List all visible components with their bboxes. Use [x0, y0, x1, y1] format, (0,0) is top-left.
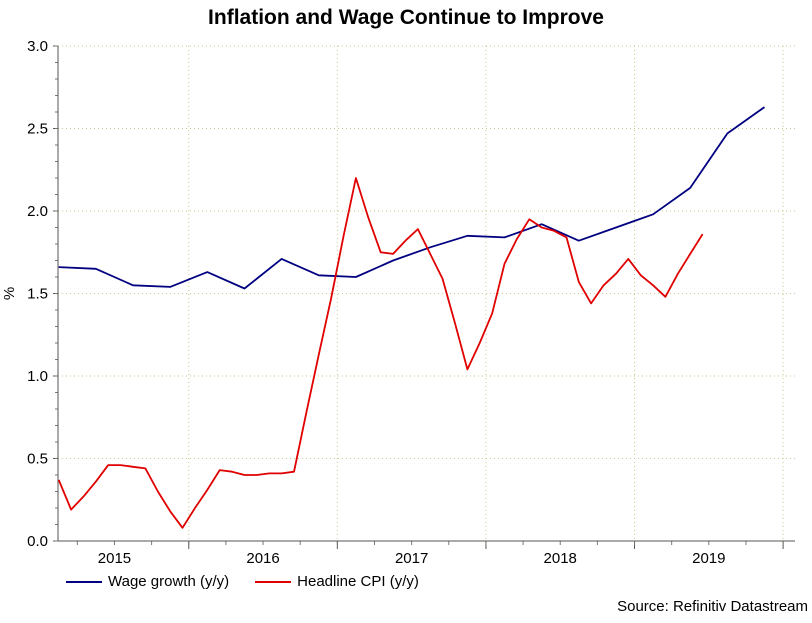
legend-swatch-wage-growth — [66, 580, 102, 583]
legend-item-wage-growth: Wage growth (y/y) — [66, 573, 229, 590]
series-line-headline-cpi — [57, 177, 704, 529]
legend-item-headline-cpi: Headline CPI (y/y) — [255, 573, 419, 590]
legend: Wage growth (y/y) Headline CPI (y/y) — [66, 573, 445, 590]
legend-label-wage-growth: Wage growth (y/y) — [108, 573, 230, 590]
y-tick-label: 0.5 — [27, 451, 48, 468]
y-axis-label: % — [1, 287, 18, 300]
legend-swatch-headline-cpi — [255, 580, 292, 583]
x-tick-label: 2017 — [395, 550, 428, 567]
y-tick-label: 3.0 — [27, 38, 48, 55]
axes — [53, 45, 795, 549]
x-tick-label: 2016 — [246, 550, 279, 567]
legend-label-headline-cpi: Headline CPI (y/y) — [297, 573, 419, 590]
grid-lines — [58, 45, 795, 541]
series-line-wage-growth — [58, 106, 766, 290]
y-tick-label: 1.5 — [27, 286, 48, 303]
x-tick-label: 2019 — [692, 550, 725, 567]
y-tick-label: 0.0 — [27, 533, 48, 550]
series-lines — [57, 106, 766, 529]
source-note: Source: Refinitiv Datastream — [617, 598, 808, 615]
chart-title: Inflation and Wage Continue to Improve — [208, 6, 604, 29]
x-tick-label: 2015 — [98, 550, 131, 567]
axis-labels: 0.0 0.5 1.0 1.5 2.0 2.5 3.0 2015 2016 2017 2018 201… — [1, 38, 726, 567]
y-tick-label: 2.0 — [27, 203, 48, 220]
x-tick-label: 2018 — [544, 550, 577, 567]
y-tick-label: 2.5 — [27, 121, 48, 138]
y-tick-label: 1.0 — [27, 368, 48, 385]
